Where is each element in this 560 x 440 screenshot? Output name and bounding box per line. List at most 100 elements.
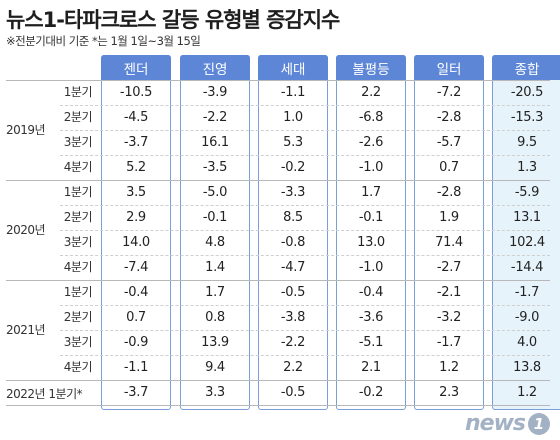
table-cell: -2.2	[280, 335, 306, 350]
table-cell: -14.4	[510, 260, 544, 275]
table-cell: 5.2	[126, 160, 146, 175]
table-cell: 1.9	[439, 210, 459, 225]
column-header: 젠더	[101, 55, 171, 80]
row-divider	[60, 155, 550, 156]
table-cell: -5.9	[514, 185, 540, 200]
quarter-label: 3분기	[63, 135, 93, 149]
table-cell: -2.2	[202, 110, 228, 125]
table-cell: -0.9	[123, 335, 149, 350]
table-cell: 13.1	[513, 210, 541, 225]
table-cell: -4.5	[123, 110, 149, 125]
table-cell: 9.5	[517, 135, 537, 150]
table-cell: -3.7	[123, 135, 149, 150]
table-cell: -2.6	[358, 135, 384, 150]
quarter-label: 1분기	[63, 185, 93, 199]
table-cell: -5.7	[436, 135, 462, 150]
table-cell: -5.0	[202, 185, 228, 200]
row-divider	[60, 205, 550, 206]
table-cell: -0.2	[358, 385, 384, 400]
table-cell: 71.4	[435, 235, 463, 250]
table-cell: 9.4	[205, 360, 225, 375]
column-box	[492, 55, 560, 410]
table-cell: -20.5	[510, 85, 544, 100]
table-cell: -0.4	[123, 285, 149, 300]
table-cell: 1.7	[205, 285, 225, 300]
quarter-label: 4분기	[63, 160, 93, 174]
table-cell: 1.2	[439, 360, 459, 375]
table-cell: 4.0	[517, 335, 537, 350]
table-cell: -10.5	[119, 85, 153, 100]
table-cell: -7.4	[123, 260, 149, 275]
table-cell: 3.5	[126, 185, 146, 200]
table-cell: -2.8	[436, 110, 462, 125]
table-cell: -1.0	[358, 160, 384, 175]
table-cell: 0.8	[205, 310, 225, 325]
table-cell: -1.7	[436, 335, 462, 350]
table-cell: 2.1	[361, 360, 381, 375]
column-box	[180, 55, 250, 410]
table-cell: -0.8	[280, 235, 306, 250]
quarter-label: 2분기	[63, 210, 93, 224]
table-cell: 1.2	[517, 385, 537, 400]
table-cell: 2.9	[126, 210, 146, 225]
table-cell: -1.7	[514, 285, 540, 300]
row-divider	[6, 80, 550, 81]
table-cell: -0.5	[280, 385, 306, 400]
table-cell: 13.0	[357, 235, 385, 250]
table-cell: 8.5	[283, 210, 303, 225]
row-divider	[60, 130, 550, 131]
quarter-label: 3분기	[63, 235, 93, 249]
table-cell: -9.0	[514, 310, 540, 325]
table-cell: -0.1	[202, 210, 228, 225]
table-cell: -0.2	[280, 160, 306, 175]
year-label: 2019년	[6, 122, 46, 137]
table-cell: 5.3	[283, 135, 303, 150]
year-label: 2020년	[6, 222, 46, 237]
table-cell: -7.2	[436, 85, 462, 100]
table-cell: 1.7	[361, 185, 381, 200]
row-divider	[60, 255, 550, 256]
table-cell: 14.0	[122, 235, 150, 250]
logo-mark: 1	[528, 412, 550, 435]
table-cell: 13.9	[201, 335, 229, 350]
table-cell: -1.0	[358, 260, 384, 275]
table-cell: -1.1	[280, 85, 306, 100]
table-cell: 2.2	[361, 85, 381, 100]
table-cell: -2.8	[436, 185, 462, 200]
table-cell: -15.3	[510, 110, 544, 125]
column-header: 세대	[258, 55, 328, 80]
table-cell: 102.4	[509, 235, 545, 250]
row-divider	[6, 405, 550, 406]
row-divider	[6, 180, 550, 181]
quarter-label: 2분기	[63, 310, 93, 324]
table-cell: -3.3	[280, 185, 306, 200]
column-header: 종합	[492, 55, 560, 80]
table-cell: 2.2	[283, 360, 303, 375]
quarter-label: 4분기	[63, 260, 93, 274]
table-cell: -0.5	[280, 285, 306, 300]
table-cell: -6.8	[358, 110, 384, 125]
news1-logo: news 1	[465, 411, 550, 436]
table-cell: 4.8	[205, 235, 225, 250]
table-cell: 0.7	[126, 310, 146, 325]
row-divider	[60, 355, 550, 356]
table-cell: -4.7	[280, 260, 306, 275]
quarter-label: 1분기	[63, 285, 93, 299]
row-divider	[60, 105, 550, 106]
chart-subtitle: ※전분기대비 기준 *는 1월 1일~3월 15일	[6, 34, 201, 48]
table-cell: -5.1	[358, 335, 384, 350]
table-cell: 1.4	[205, 260, 225, 275]
table-cell: 13.8	[513, 360, 541, 375]
table-cell: 16.1	[201, 135, 229, 150]
row-divider	[60, 230, 550, 231]
column-header: 진영	[180, 55, 250, 80]
table-cell: -0.1	[358, 210, 384, 225]
column-box	[414, 55, 484, 410]
quarter-label: 2분기	[63, 110, 93, 124]
table-cell: 0.7	[439, 160, 459, 175]
row-divider	[60, 330, 550, 331]
table-cell: -1.1	[123, 360, 149, 375]
column-box	[336, 55, 406, 410]
table-cell: -2.1	[436, 285, 462, 300]
